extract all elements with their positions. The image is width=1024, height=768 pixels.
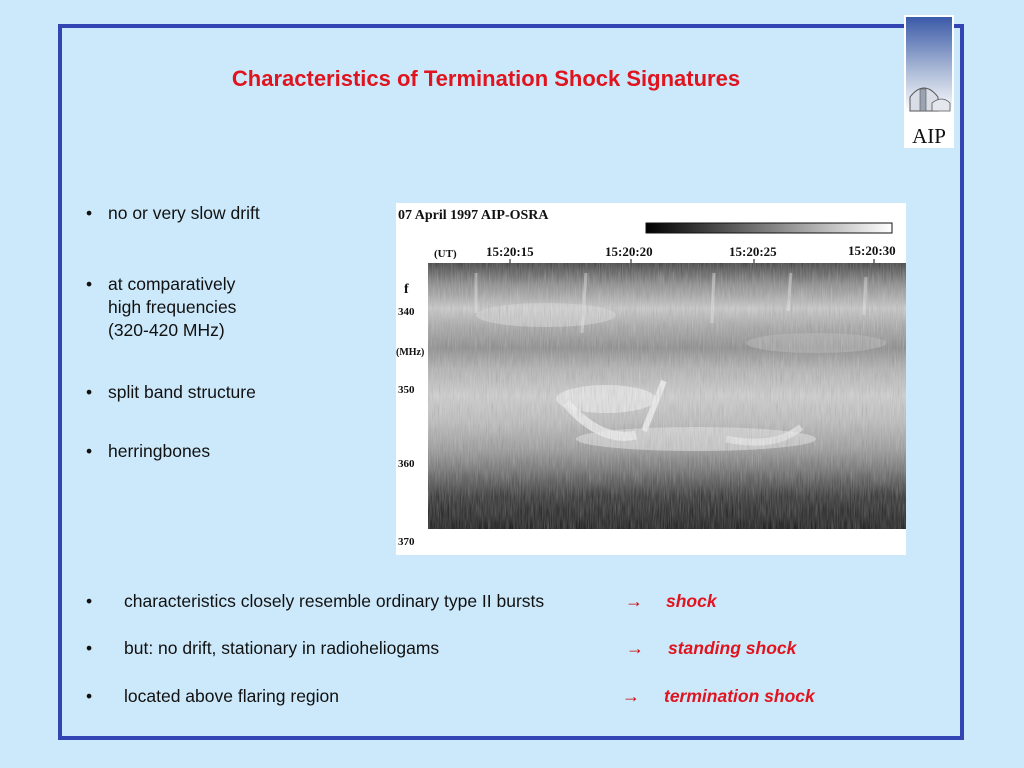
time-tick-label: 15:20:15: [486, 244, 534, 259]
conclusion-result: shock: [666, 591, 717, 611]
conclusion-text: located above flaring region: [124, 686, 340, 706]
time-unit-label: (UT): [434, 248, 457, 260]
bullet-text: split band structure: [108, 382, 256, 402]
bullet-text: herringbones: [108, 441, 211, 461]
right-arrow-icon: →: [625, 591, 643, 611]
time-tick-label: 15:20:30: [848, 243, 896, 258]
conclusion-row: • located above flaring region: [86, 684, 339, 708]
freq-tick-label: 350: [398, 384, 415, 396]
slide-frame: [58, 24, 964, 740]
conclusion-result: standing shock: [668, 638, 797, 658]
bullet-text: no or very slow drift: [108, 203, 260, 223]
bullet-symbol: •: [86, 274, 93, 294]
bullet-symbol: •: [86, 441, 93, 461]
intensity-scale-bar: [645, 222, 893, 234]
conclusion-result: termination shock: [664, 686, 815, 706]
aip-logo: AIP: [904, 15, 954, 148]
spectrogram-figure: 07 April 1997 AIP-OSRA (UT) 15:20:15 15:…: [396, 203, 906, 555]
right-arrow-icon: →: [622, 686, 640, 706]
conclusion-row: • characteristics closely resemble ordin…: [86, 589, 544, 613]
spectrogram-svg: 07 April 1997 AIP-OSRA (UT) 15:20:15 15:…: [396, 208, 906, 548]
time-tick-label: 15:20:25: [729, 244, 777, 259]
bullet-symbol: •: [86, 591, 93, 611]
time-tick-label: 15:20:20: [605, 244, 653, 259]
bullet-text: at comparatively: [108, 274, 236, 294]
bullet-symbol: •: [86, 686, 93, 706]
bullet-text: (320-420 MHz): [108, 320, 225, 340]
slide-title: Characteristics of Termination Shock Sig…: [231, 66, 741, 91]
freq-axis-symbol: f: [404, 282, 409, 297]
freq-unit-label: (MHz): [396, 347, 424, 358]
conclusion-text: characteristics closely resemble ordinar…: [124, 591, 545, 611]
conclusion-text: but: no drift, stationary in radioheliog…: [124, 638, 440, 658]
bullet-text: high frequencies: [108, 297, 237, 317]
spectrogram-header: 07 April 1997 AIP-OSRA: [398, 208, 549, 223]
bullet-symbol: •: [86, 382, 93, 402]
bullet-symbol: •: [86, 638, 93, 658]
right-arrow-icon: →: [626, 638, 644, 658]
logo-text: AIP: [912, 124, 946, 148]
bullet-symbol: •: [86, 203, 93, 223]
conclusion-row: • but: no drift, stationary in radioheli…: [86, 636, 439, 660]
freq-tick-label: 340: [398, 306, 415, 318]
freq-tick-label: 360: [398, 458, 415, 470]
spectrogram-image: [428, 263, 906, 529]
freq-tick-label: 370: [398, 536, 415, 548]
